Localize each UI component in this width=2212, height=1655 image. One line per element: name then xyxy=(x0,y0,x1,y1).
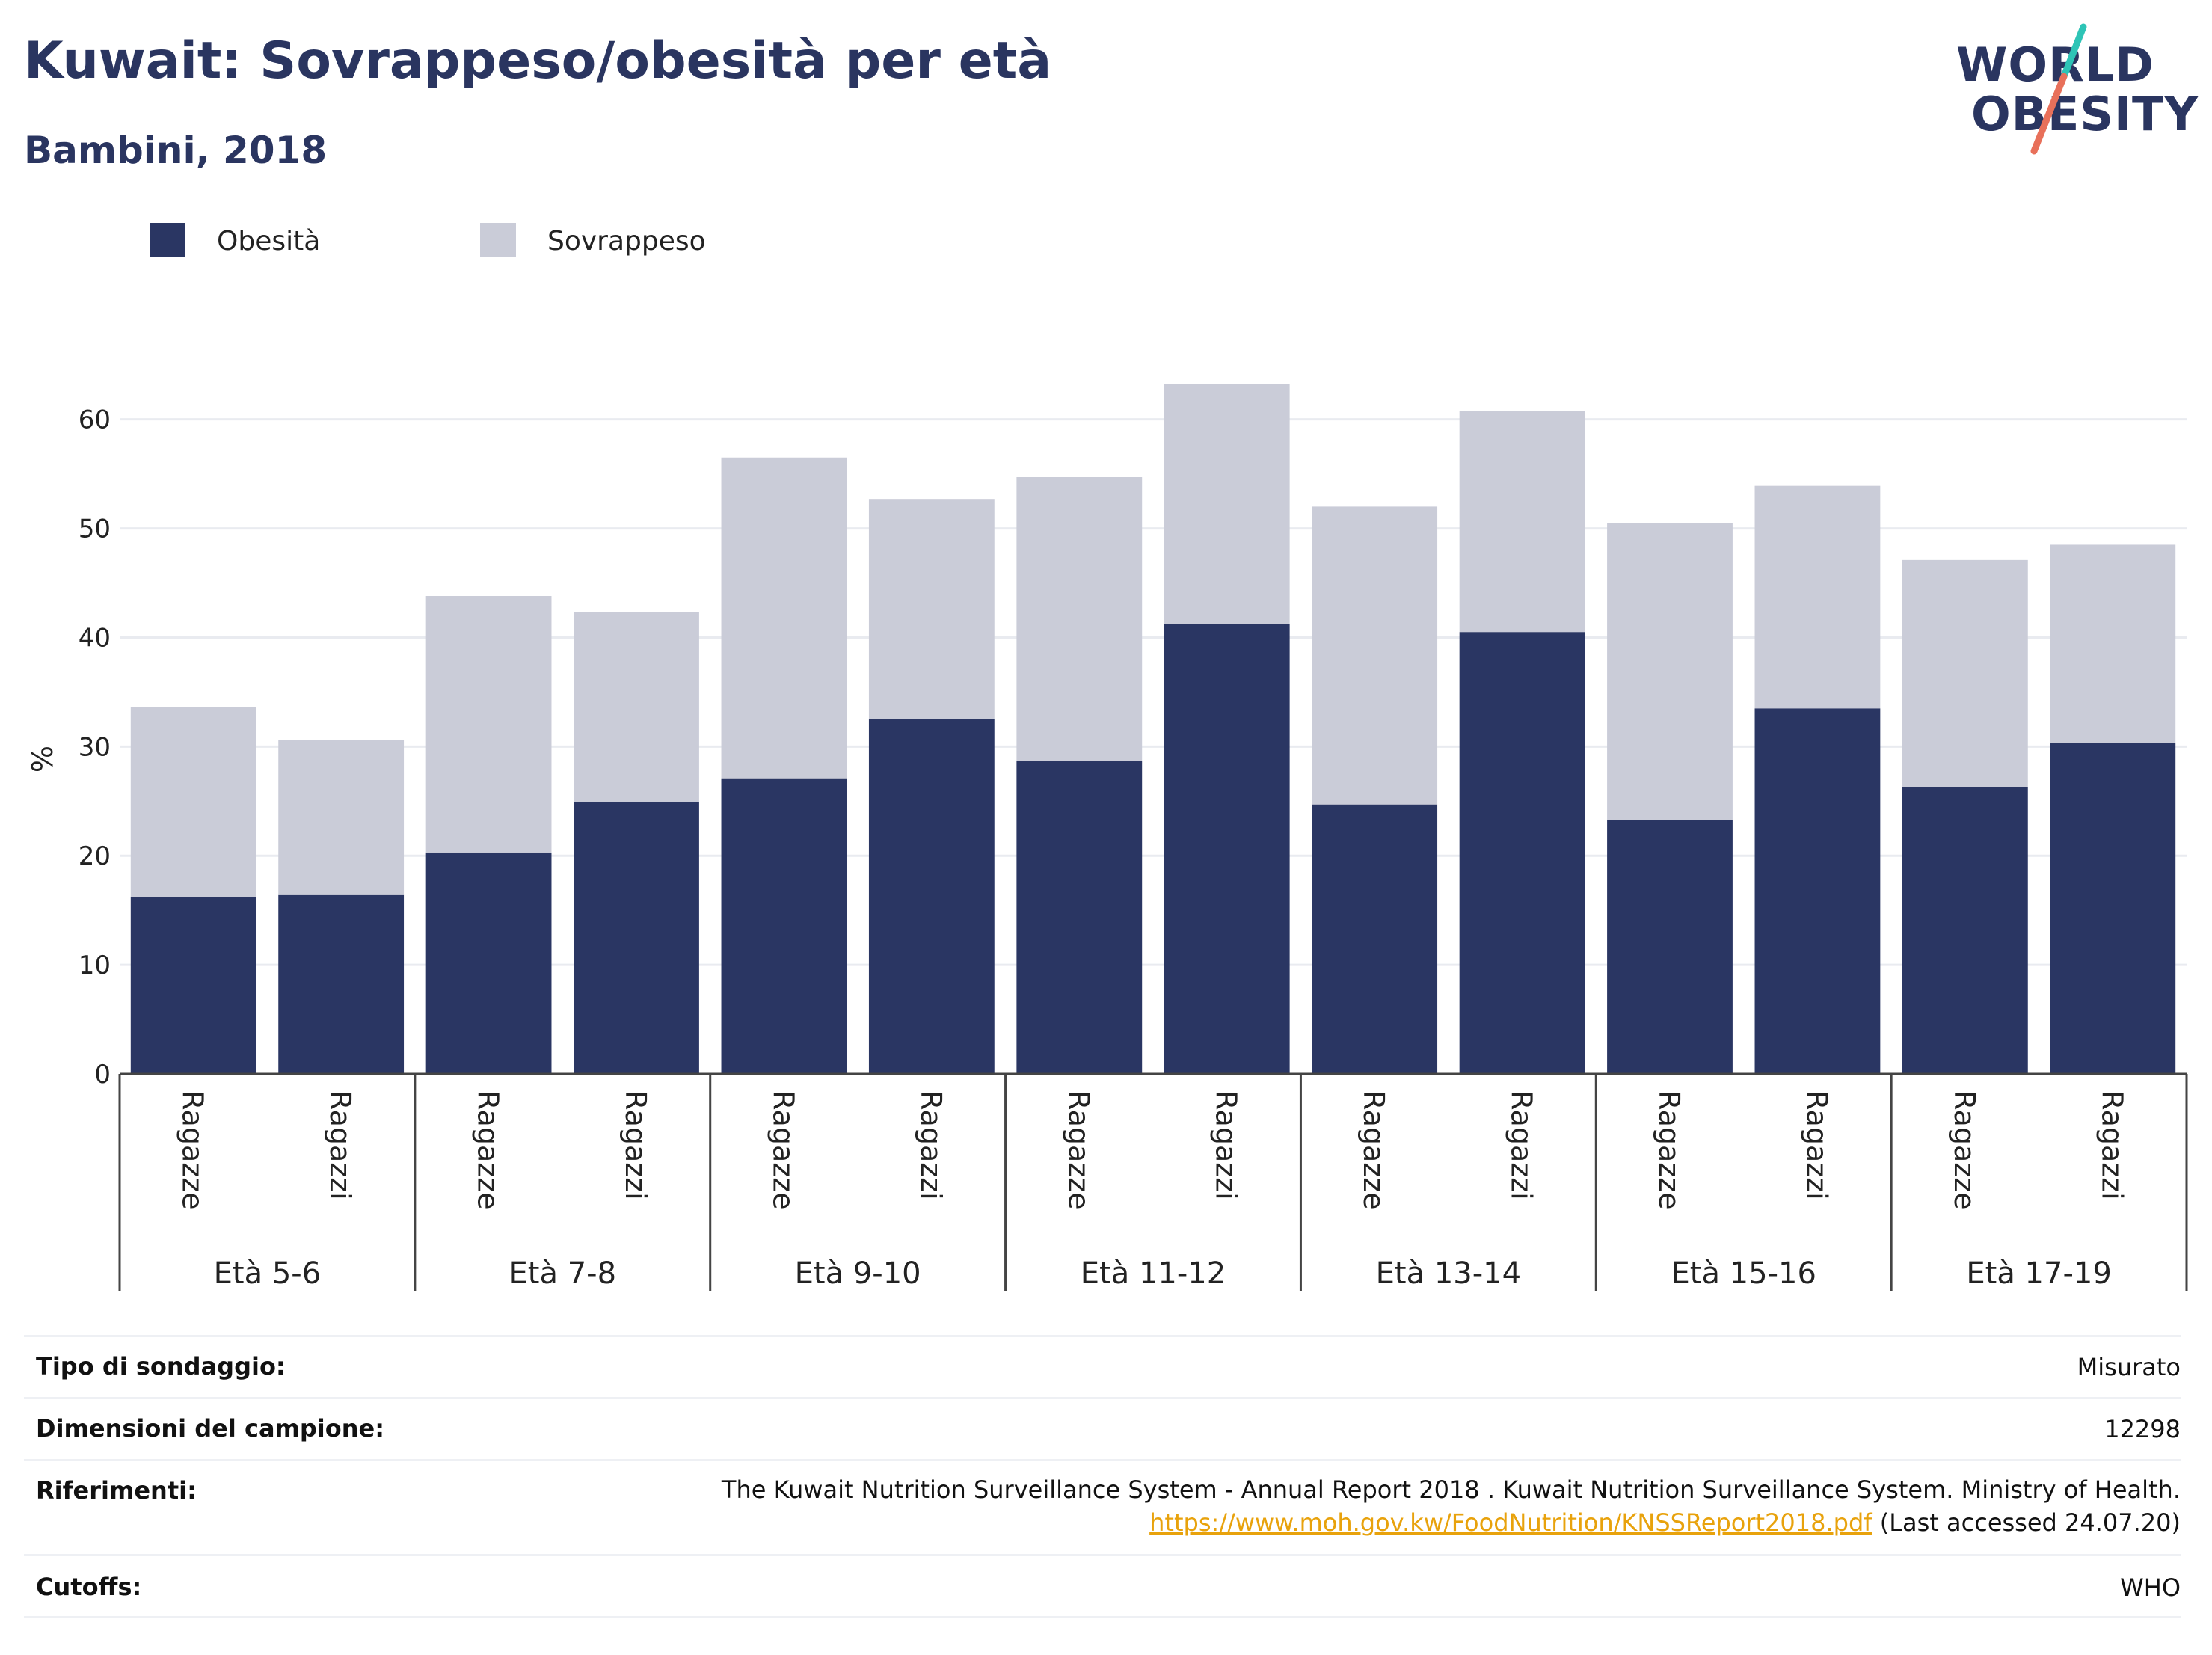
category-label: Ragazze xyxy=(1062,1090,1095,1210)
references-text: The Kuwait Nutrition Surveillance System… xyxy=(721,1476,2181,1504)
category-label: Ragazzi xyxy=(2095,1090,2128,1200)
info-table: Tipo di sondaggio: Misurato Dimensioni d… xyxy=(24,1335,2181,1618)
bar-obesity xyxy=(1459,632,1585,1074)
bar-obesity xyxy=(1754,708,1881,1074)
category-label: Ragazzi xyxy=(1800,1090,1833,1200)
survey-type-value: Misurato xyxy=(2077,1353,2181,1381)
references-value: The Kuwait Nutrition Surveillance System… xyxy=(722,1473,2181,1539)
references-link-line: https://www.moh.gov.kw/FoodNutrition/KNS… xyxy=(722,1506,2181,1539)
bar-overweight xyxy=(2050,544,2176,743)
sample-size-label: Dimensioni del campione: xyxy=(36,1414,385,1443)
info-row-references: Riferimenti: The Kuwait Nutrition Survei… xyxy=(24,1459,2181,1554)
world-obesity-logo: WORLD OBESITY xyxy=(1944,22,2199,157)
category-label: Ragazze xyxy=(176,1090,209,1210)
group-label: Età 7-8 xyxy=(509,1256,617,1291)
bar-overweight xyxy=(1754,485,1881,709)
bar-obesity xyxy=(278,894,405,1074)
legend-swatch-overweight xyxy=(480,223,516,257)
references-accessed: (Last accessed 24.07.20) xyxy=(1872,1508,2181,1537)
bar-overweight xyxy=(1902,559,2028,787)
bar-overweight xyxy=(1164,384,1290,624)
info-row-survey-type: Tipo di sondaggio: Misurato xyxy=(24,1335,2181,1397)
y-tick-label: 0 xyxy=(94,1060,111,1090)
bar-overweight xyxy=(278,740,405,895)
bar-overweight xyxy=(1016,477,1143,761)
category-label: Ragazzi xyxy=(324,1090,357,1200)
category-label: Ragazze xyxy=(472,1090,505,1210)
bar-obesity xyxy=(868,719,995,1074)
bar-obesity xyxy=(2050,743,2176,1074)
group-label: Età 5-6 xyxy=(214,1256,322,1291)
category-label: Ragazzi xyxy=(1505,1090,1538,1200)
category-label: Ragazzi xyxy=(1210,1090,1243,1200)
bar-overweight xyxy=(721,457,847,779)
chart-subtitle: Bambini, 2018 xyxy=(24,129,328,172)
stacked-bar-chart: 0 10 20 30 40 50 60% Ragazze Ragazzi Ragazze Ragaz… xyxy=(26,384,2188,1291)
y-tick-label: 60 xyxy=(79,405,111,435)
y-tick-label: 40 xyxy=(79,623,111,653)
category-label: Ragazze xyxy=(1653,1090,1686,1210)
info-row-cutoffs: Cutoffs: WHO xyxy=(24,1554,2181,1618)
bar-overweight xyxy=(1607,523,1733,820)
legend-label-overweight: Sovrappeso xyxy=(547,226,706,257)
y-tick-label: 20 xyxy=(79,841,111,871)
y-tick-label: 30 xyxy=(79,732,111,762)
legend-label-obesity: Obesità xyxy=(217,226,321,257)
legend-swatch-obesity xyxy=(150,223,185,257)
bar-obesity xyxy=(721,778,847,1074)
bar-obesity xyxy=(1902,787,2028,1074)
y-tick-label: 10 xyxy=(79,951,111,980)
bar-obesity xyxy=(425,852,552,1074)
group-label: Età 11-12 xyxy=(1081,1256,1226,1291)
bar-overweight xyxy=(574,612,699,802)
bar-obesity xyxy=(1312,804,1438,1074)
group-label: Età 17-19 xyxy=(1966,1256,2111,1291)
cutoffs-value: WHO xyxy=(2120,1573,2181,1602)
group-label: Età 9-10 xyxy=(795,1256,921,1291)
category-label: Ragazze xyxy=(1357,1090,1390,1210)
bar-obesity xyxy=(1016,761,1143,1074)
bar-overweight xyxy=(868,499,995,719)
info-row-sample-size: Dimensioni del campione: 12298 xyxy=(24,1397,2181,1459)
group-label: Età 13-14 xyxy=(1376,1256,1521,1291)
y-tick-label: 50 xyxy=(79,515,111,544)
references-link[interactable]: https://www.moh.gov.kw/FoodNutrition/KNS… xyxy=(1149,1508,1872,1537)
bar-obesity xyxy=(130,897,256,1074)
category-label: Ragazze xyxy=(766,1090,799,1210)
logo-line-obesity: OBESITY xyxy=(1971,87,2199,141)
bar-overweight xyxy=(130,707,256,897)
y-axis-label: % xyxy=(26,746,59,773)
references-label: Riferimenti: xyxy=(36,1476,197,1505)
chart-title: Kuwait: Sovrappeso/obesità per età xyxy=(24,31,1052,90)
bar-overweight xyxy=(1312,506,1438,805)
survey-type-label: Tipo di sondaggio: xyxy=(36,1352,286,1381)
cutoffs-label: Cutoffs: xyxy=(36,1573,142,1601)
category-label: Ragazzi xyxy=(619,1090,652,1200)
logo-line-world: WORLD xyxy=(1956,37,2154,92)
bar-overweight xyxy=(425,596,552,853)
bar-obesity xyxy=(574,802,699,1074)
group-label: Età 15-16 xyxy=(1671,1256,1816,1291)
category-label: Ragazzi xyxy=(915,1090,947,1200)
bar-obesity xyxy=(1164,624,1290,1074)
sample-size-value: 12298 xyxy=(2104,1415,2181,1443)
category-label: Ragazze xyxy=(1948,1090,1981,1210)
bar-obesity xyxy=(1607,820,1733,1074)
bar-overweight xyxy=(1459,411,1585,633)
logo-slash-icon xyxy=(2030,23,2087,155)
